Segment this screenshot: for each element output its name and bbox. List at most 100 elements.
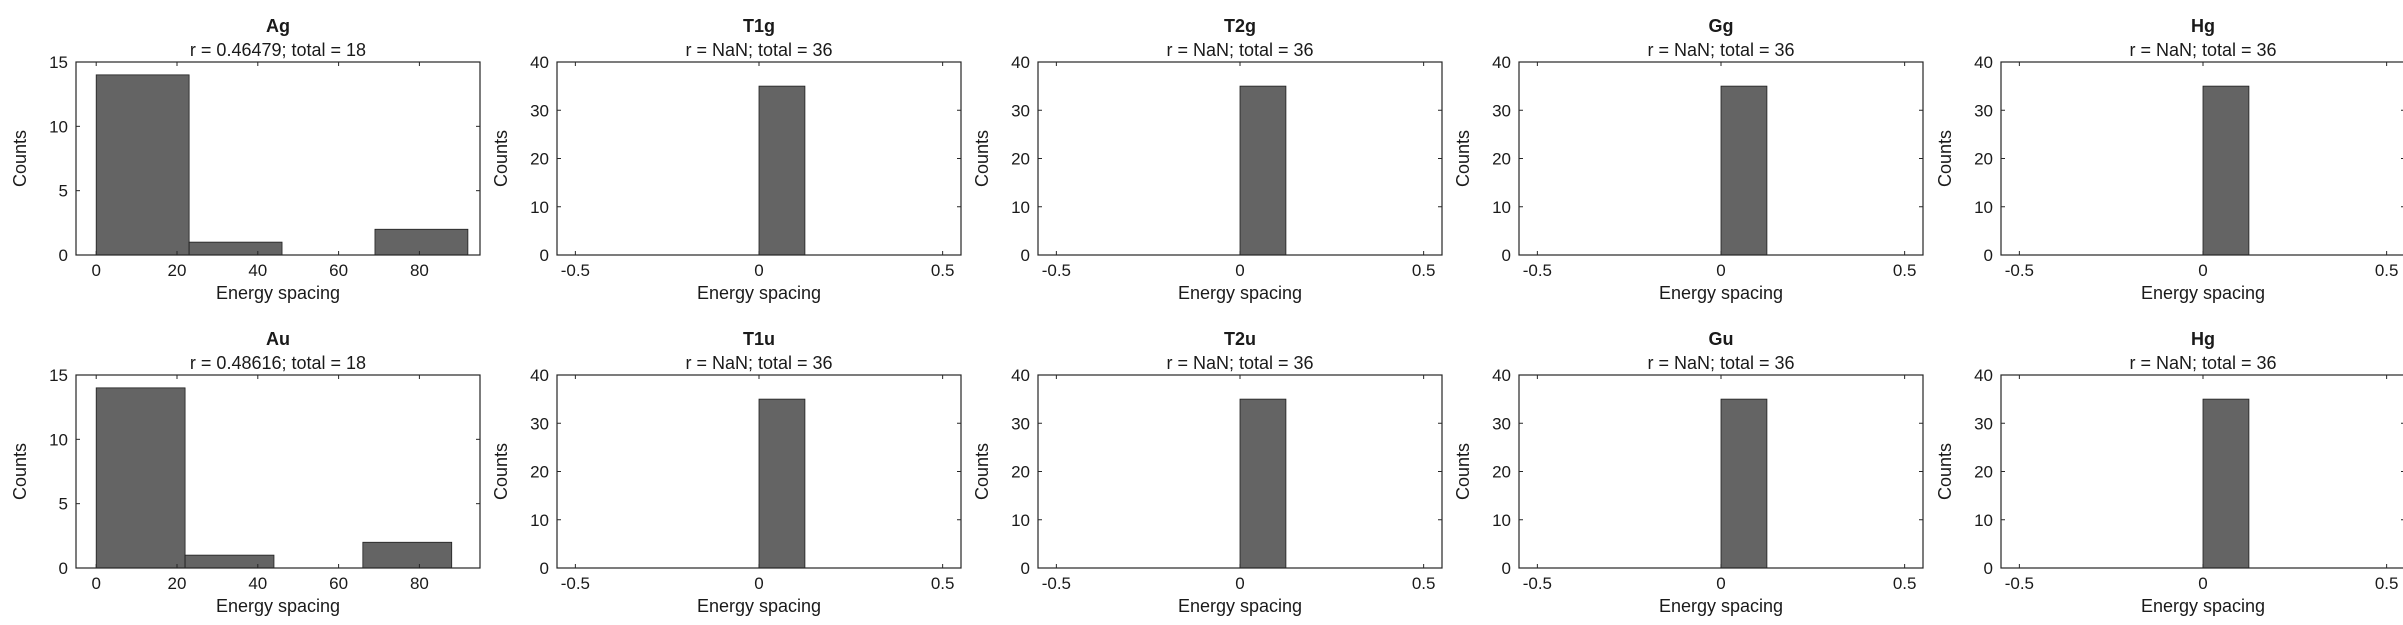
y-tick-label: 0 [540,246,549,265]
plot-frame [75,374,481,569]
y-tick-label: 40 [530,366,549,385]
histogram-bar [758,398,806,569]
chart-subtitle: r = NaN; total = 36 [1647,40,1794,60]
x-axis-label: Energy spacing [1178,283,1302,303]
y-axis-label: Counts [491,130,511,187]
y-tick-label: 10 [1011,511,1030,530]
x-tick-label: -0.5 [1042,574,1071,593]
y-axis-label: Counts [10,443,30,500]
x-tick-label: -0.5 [2005,261,2034,280]
y-tick-label: 0 [1502,246,1511,265]
histogram-bar [758,85,806,256]
y-tick-label: 0 [1021,246,1030,265]
chart-title: Au [266,329,290,349]
y-tick-label: 40 [1974,366,1993,385]
chart-subtitle: r = NaN; total = 36 [1166,353,1313,373]
x-tick-label: -0.5 [2005,574,2034,593]
y-tick-label: 30 [1011,101,1030,120]
y-tick-label: 30 [1492,101,1511,120]
x-tick-label: 0.5 [1412,261,1436,280]
y-tick-label: 30 [1974,101,1993,120]
y-axis-label: Counts [1453,130,1473,187]
chart-subtitle: r = NaN; total = 36 [2129,353,2276,373]
y-tick-label: 20 [1974,463,1993,482]
y-tick-label: 10 [530,511,549,530]
x-tick-label: 0.5 [2375,574,2399,593]
chart-subtitle: r = NaN; total = 36 [2129,40,2276,60]
histogram-bar [95,74,190,256]
y-tick-label: 10 [1974,198,1993,217]
x-tick-label: -0.5 [561,574,590,593]
x-tick-label: 0 [1716,574,1725,593]
y-tick-label: 30 [530,101,549,120]
chart-panel-hg: -0.5 0 0.5 0 10 20 30 40 Hg r = NaN; total = 36 En… [1935,16,2403,303]
histogram-bar [374,228,469,256]
x-tick-label: 0.5 [1412,574,1436,593]
histogram-bar [1239,85,1287,256]
x-tick-label: -0.5 [1523,261,1552,280]
x-axis-label: Energy spacing [1659,596,1783,616]
x-tick-label: -0.5 [1523,574,1552,593]
y-tick-label: 15 [49,53,68,72]
y-tick-label: 20 [1492,150,1511,169]
y-tick-label: 0 [59,559,68,578]
y-tick-label: 20 [1492,463,1511,482]
y-tick-label: 0 [1021,559,1030,578]
chart-subtitle: r = NaN; total = 36 [685,353,832,373]
x-tick-label: 80 [410,574,429,593]
x-axis-label: Energy spacing [216,283,340,303]
y-tick-label: 10 [1974,511,1993,530]
x-tick-label: 40 [248,261,267,280]
y-tick-label: 40 [1011,53,1030,72]
y-tick-label: 5 [59,182,68,201]
y-tick-label: 20 [1974,150,1993,169]
plot-frame [75,61,481,256]
chart-panel-t2u: -0.5 0 0.5 0 10 20 30 40 T2u r = NaN; total = 36 E… [972,329,1443,616]
chart-panel-ag: 0 20 40 60 80 0 5 10 15 Ag r = 0.46479; total = 18… [10,16,481,303]
histogram-bar [188,241,283,256]
chart-subtitle: r = NaN; total = 36 [685,40,832,60]
x-axis-label: Energy spacing [2141,283,2265,303]
y-tick-label: 0 [59,246,68,265]
x-tick-label: 0.5 [1893,574,1917,593]
x-tick-label: 0 [1235,574,1244,593]
y-tick-label: 0 [540,559,549,578]
chart-subtitle: r = 0.46479; total = 18 [190,40,366,60]
y-tick-label: 20 [530,463,549,482]
y-tick-label: 10 [49,430,68,449]
x-tick-label: 0 [91,574,100,593]
histogram-bar [2202,85,2250,256]
y-tick-label: 20 [1011,463,1030,482]
x-axis-label: Energy spacing [216,596,340,616]
y-tick-label: 30 [1974,414,1993,433]
histogram-bar [184,554,275,569]
plot-frame [2000,61,2403,256]
y-tick-label: 30 [1011,414,1030,433]
chart-panel-t1g: -0.5 0 0.5 0 10 20 30 40 T1g r = NaN; total = 36 E… [491,16,962,303]
x-axis-label: Energy spacing [2141,596,2265,616]
chart-title: Hg [2191,16,2215,36]
x-tick-label: 0.5 [1893,261,1917,280]
chart-title: Ag [266,16,290,36]
chart-subtitle: r = NaN; total = 36 [1647,353,1794,373]
chart-title: T1g [743,16,775,36]
y-axis-label: Counts [972,443,992,500]
y-tick-label: 15 [49,366,68,385]
chart-title: Gu [1709,329,1734,349]
chart-title: Hg [2191,329,2215,349]
histogram-bar [362,541,453,569]
chart-title: Gg [1709,16,1734,36]
y-axis-label: Counts [1453,443,1473,500]
x-tick-label: 40 [248,574,267,593]
chart-subtitle: r = 0.48616; total = 18 [190,353,366,373]
x-tick-label: -0.5 [561,261,590,280]
x-tick-label: 0 [2198,261,2207,280]
y-tick-label: 10 [1011,198,1030,217]
chart-title: T1u [743,329,775,349]
x-tick-label: 0 [754,261,763,280]
y-axis-label: Counts [972,130,992,187]
histogram-bar [95,387,186,569]
chart-panel-t1u: -0.5 0 0.5 0 10 20 30 40 T1u r = NaN; total = 36 E… [491,329,962,616]
x-axis-label: Energy spacing [697,596,821,616]
